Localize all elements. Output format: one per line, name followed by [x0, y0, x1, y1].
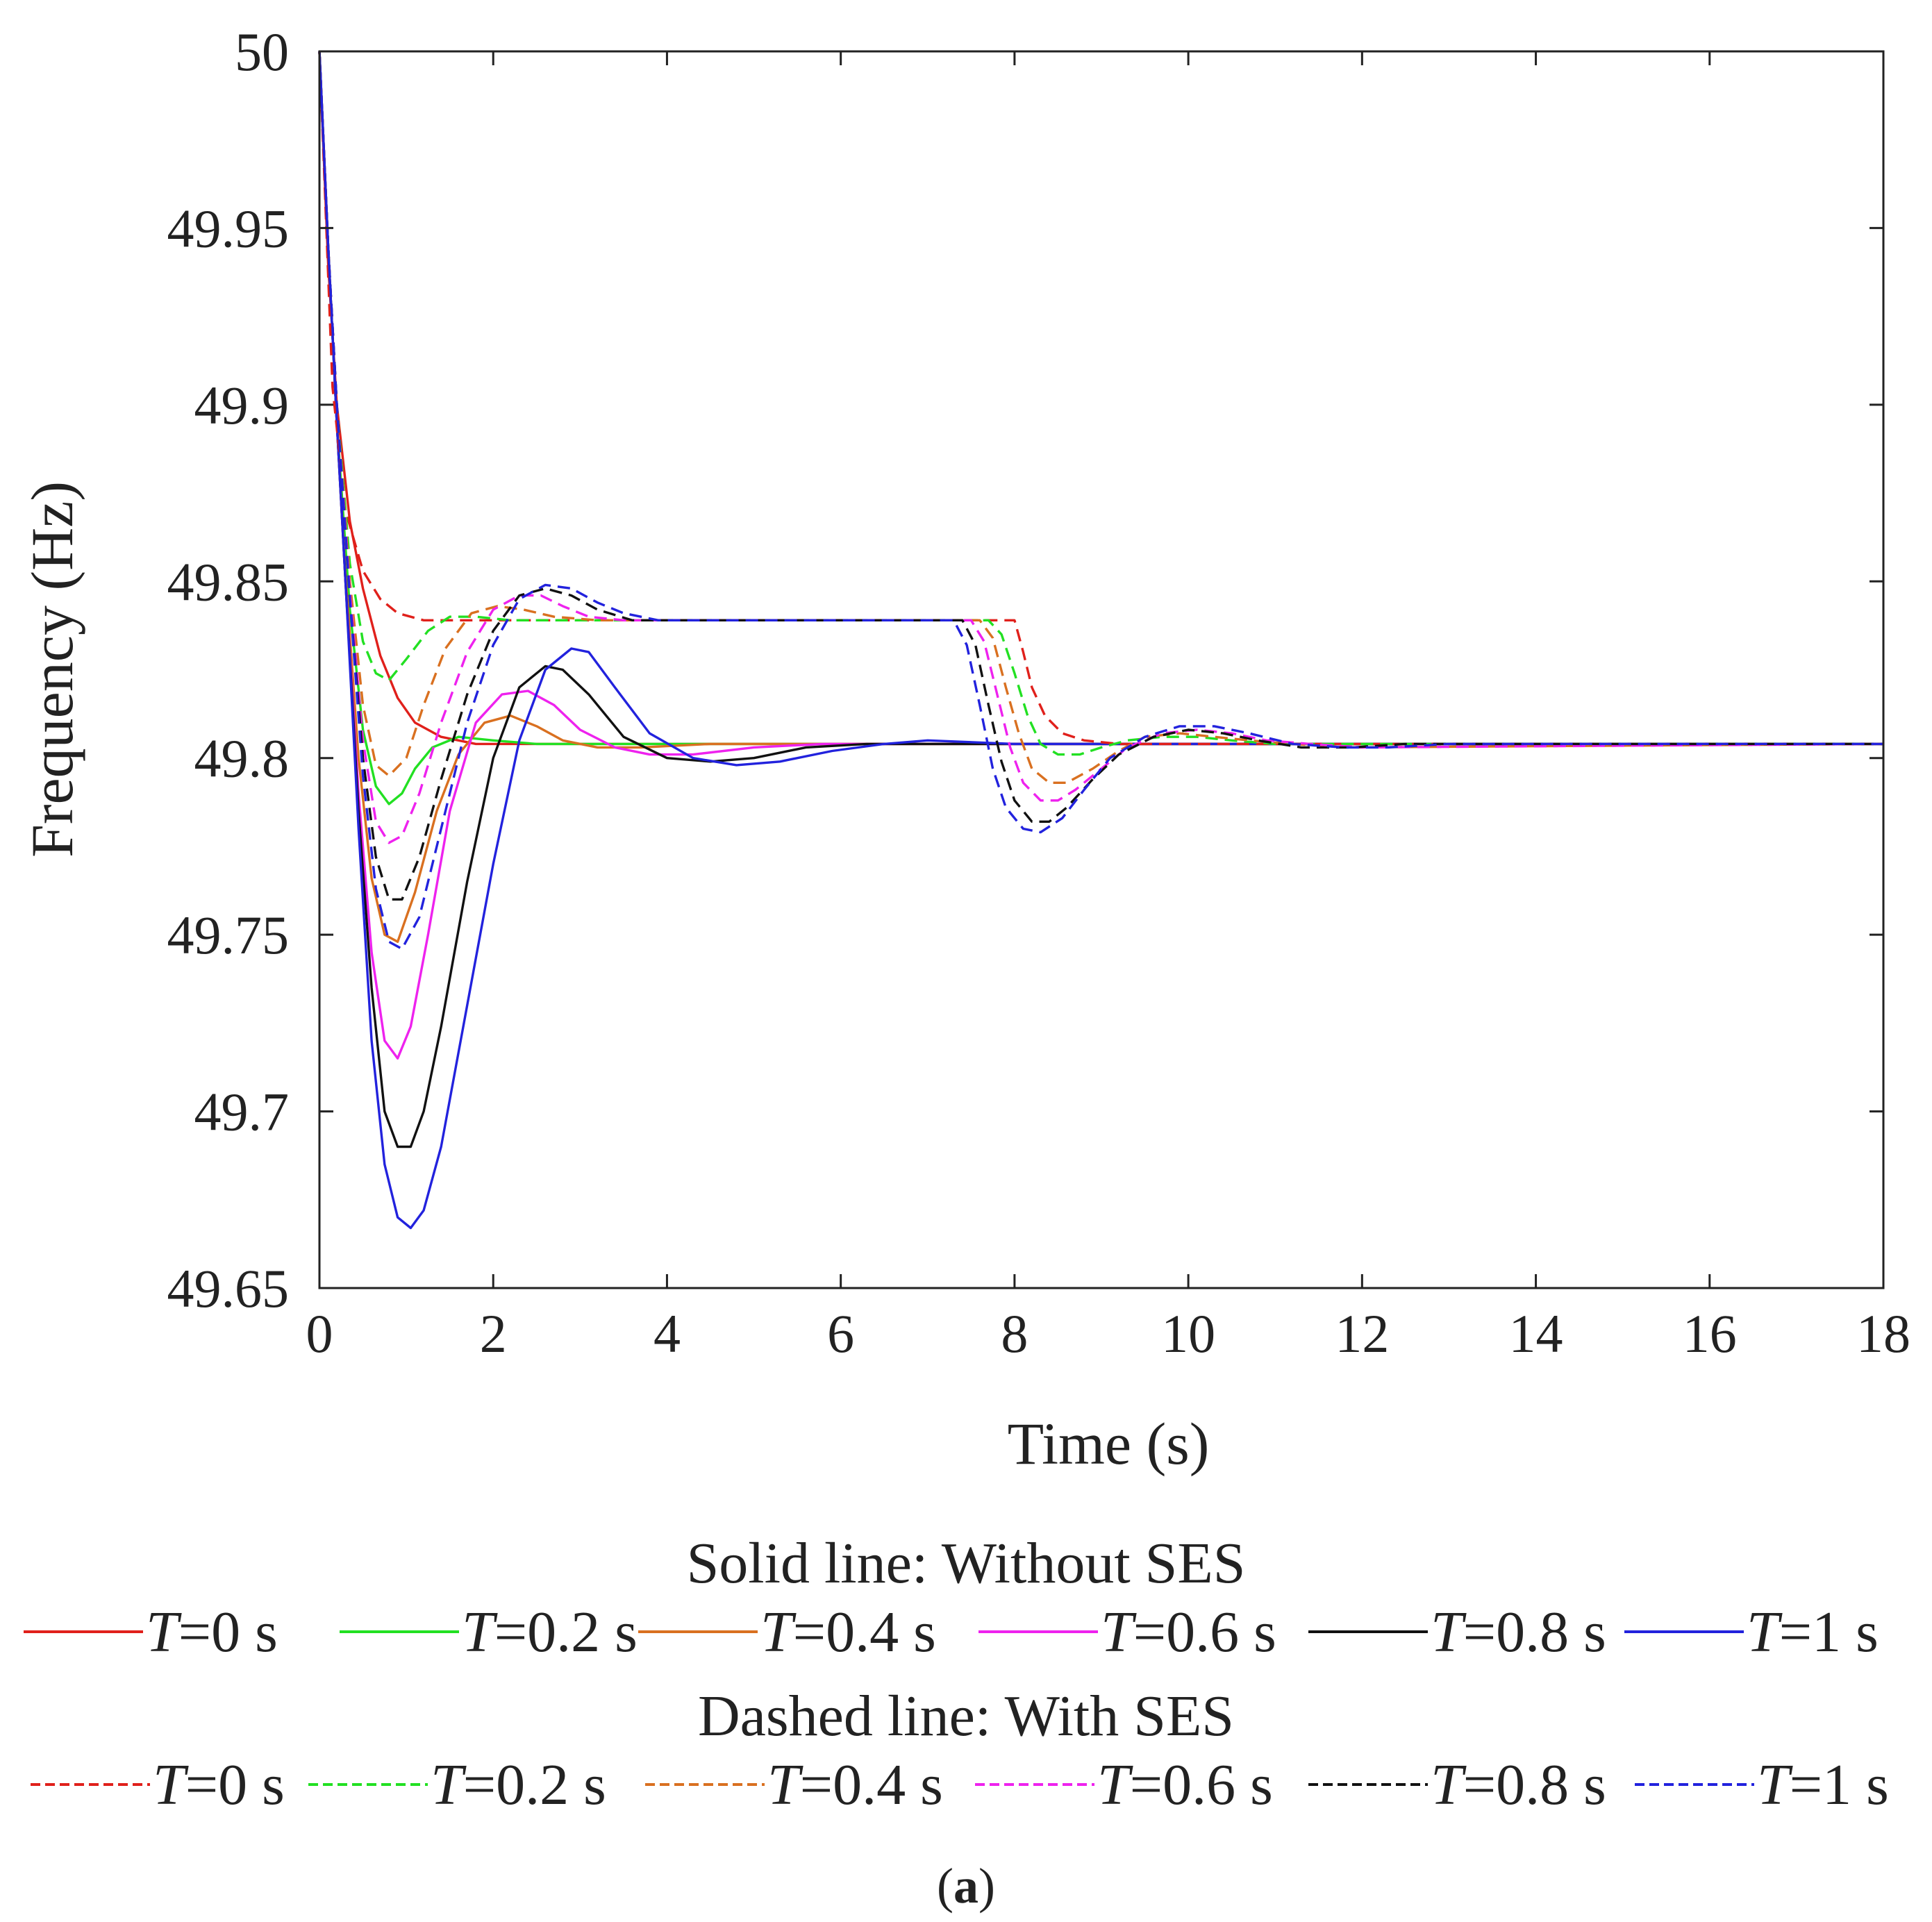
legend-entry-without-ses-5: T =1 s [1622, 1597, 1879, 1666]
legend-var: T [462, 1599, 494, 1664]
legend-label: =1 s [1779, 1599, 1879, 1664]
y-tick-label: 49.95 [167, 198, 290, 258]
legend-swatch [24, 1630, 143, 1633]
caption-close: ) [979, 1858, 995, 1914]
y-tick-label: 49.85 [167, 551, 290, 612]
legend-swatch [975, 1783, 1094, 1786]
plot-frame [318, 50, 1885, 1289]
legend-swatch [308, 1783, 428, 1786]
x-tick-label: 14 [1509, 1303, 1563, 1364]
series-line-with-ses-1 [318, 51, 1883, 756]
x-tick-label: 18 [1856, 1303, 1910, 1364]
legend-label: =0.2 s [463, 1752, 606, 1817]
legend-entry-without-ses-4: T =0.8 s [1306, 1597, 1606, 1666]
y-tick-label: 49.8 [194, 728, 290, 789]
y-tick-label: 50 [235, 22, 289, 82]
y-tick-label: 49.7 [194, 1082, 290, 1142]
series-line-without-ses-3 [318, 51, 1883, 1060]
legend-swatch [1308, 1783, 1428, 1786]
y-tick-label: 49.65 [167, 1258, 290, 1319]
x-tick-label: 0 [306, 1303, 333, 1364]
series-line-with-ses-2 [318, 51, 1884, 784]
legend-entry-without-ses-2: T =0.4 s [635, 1597, 936, 1666]
legend-entry-with-ses-5: T =1 s [1632, 1750, 1889, 1819]
legend-var: T [1747, 1599, 1779, 1664]
legend-swatch [979, 1630, 1098, 1633]
x-tick-label: 10 [1161, 1303, 1215, 1364]
legend-var: T [1431, 1752, 1463, 1817]
legend-var: T [146, 1599, 178, 1664]
legend-var: T [1101, 1599, 1133, 1664]
legend-label: =0 s [185, 1752, 285, 1817]
legend-row-with-ses: T =0 s T =0.2 s T =0.4 s T =0.6 s T =0.8 s T =1 s [0, 1750, 1932, 1819]
figure-caption: (a) [0, 1861, 1932, 1911]
legend-label: =0.8 s [1463, 1599, 1606, 1664]
y-tick-label: 49.75 [167, 905, 290, 965]
x-tick-label: 2 [480, 1303, 507, 1364]
series-line-with-ses-5 [318, 51, 1883, 951]
caption-label: a [953, 1858, 979, 1914]
series-line-without-ses-1 [318, 51, 1883, 805]
legend-label: =0.4 s [792, 1599, 936, 1664]
y-axis-label: Frequency (Hz) [19, 481, 85, 858]
legend-label: =0.6 s [1129, 1752, 1273, 1817]
series-line-with-ses-0 [318, 51, 1883, 746]
legend-entry-with-ses-1: T =0.2 s [306, 1750, 606, 1819]
series-line-without-ses-4 [318, 51, 1883, 1148]
x-tick-label: 6 [827, 1303, 854, 1364]
legend-label: =0.6 s [1133, 1599, 1276, 1664]
legend-entry-without-ses-3: T =0.6 s [976, 1597, 1276, 1666]
legend-var: T [1757, 1752, 1790, 1817]
legend-entry-without-ses-0: T =0 s [21, 1597, 278, 1666]
legend-row-without-ses: T =0 s T =0.2 s T =0.4 s T =0.6 s T =0.8 s T =1 s [0, 1597, 1932, 1666]
legend-swatch [31, 1783, 150, 1786]
series-line-with-ses-3 [318, 51, 1884, 844]
legend-entry-with-ses-3: T =0.6 s [972, 1750, 1273, 1819]
legend-swatch [1308, 1630, 1428, 1633]
series-line-without-ses-0 [318, 51, 1883, 746]
legend-label: =1 s [1789, 1752, 1889, 1817]
legend-label: =0.4 s [799, 1752, 943, 1817]
legend-label: =0.8 s [1463, 1752, 1606, 1817]
y-tick-label: 49.9 [194, 375, 290, 435]
legend-var: T [153, 1752, 185, 1817]
legend-label: =0 s [178, 1599, 278, 1664]
legend-entry-with-ses-2: T =0.4 s [642, 1750, 943, 1819]
x-tick-label: 8 [1001, 1303, 1028, 1364]
legend-entry-with-ses-0: T =0 s [28, 1750, 285, 1819]
legend-swatch [1624, 1630, 1744, 1633]
legend-entry-without-ses-1: T =0.2 s [337, 1597, 638, 1666]
x-axis-label: Time (s) [1008, 1410, 1210, 1477]
ticks-layer: 0 2 4 6 8 10 12 14 16 18 49.65 49.7 49.75 49.8 49.85 49… [167, 22, 1911, 1364]
x-tick-label: 4 [653, 1303, 681, 1364]
series-line-without-ses-2 [318, 51, 1883, 943]
legend-label: =0.2 s [494, 1599, 638, 1664]
series-line-without-ses-5 [318, 51, 1883, 1230]
legend-swatch [1635, 1783, 1754, 1786]
series-line-with-ses-4 [318, 51, 1883, 901]
caption-open: ( [937, 1858, 953, 1914]
legend-var: T [431, 1752, 463, 1817]
legend-entry-with-ses-4: T =0.8 s [1306, 1750, 1606, 1819]
legend-title-without-ses: Solid line: Without SES [686, 1531, 1246, 1596]
x-tick-label: 12 [1335, 1303, 1389, 1364]
legend-var: T [1431, 1599, 1463, 1664]
legend-var: T [760, 1599, 793, 1664]
legend-swatch [638, 1630, 758, 1633]
legend-var: T [1097, 1752, 1130, 1817]
legend-var: T [767, 1752, 800, 1817]
frequency-chart: 0 2 4 6 8 10 12 14 16 18 49.65 49.7 49.75 49.8 49.85 49… [19, 22, 1911, 1477]
x-tick-label: 16 [1683, 1303, 1737, 1364]
series-layer [318, 51, 1884, 1230]
legend-swatch [340, 1630, 459, 1633]
legend-swatch [645, 1783, 765, 1786]
legend-title-with-ses: Dashed line: With SES [697, 1684, 1235, 1748]
